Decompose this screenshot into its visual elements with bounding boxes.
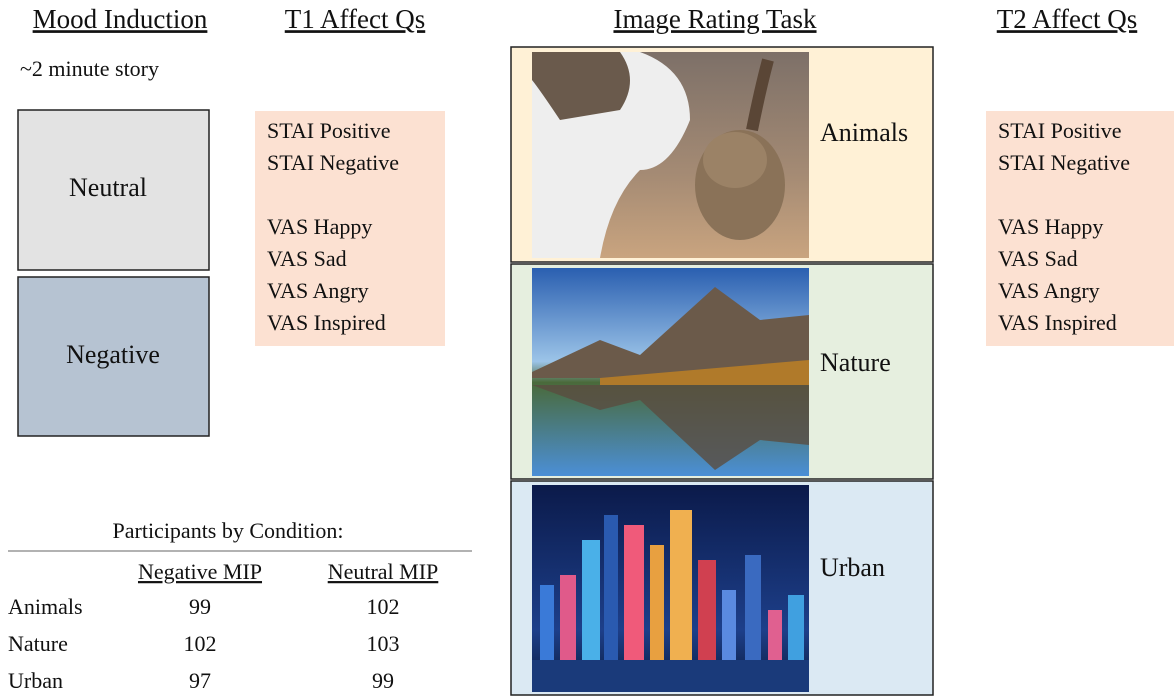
table-cell: 97	[189, 668, 211, 693]
affect-item: STAI Positive	[998, 118, 1122, 143]
category-label: Animals	[820, 118, 908, 147]
category-label: Nature	[820, 348, 891, 377]
urban-image	[532, 485, 809, 692]
affect-item: VAS Inspired	[267, 310, 386, 335]
header: T2 Affect Qs	[997, 4, 1137, 34]
affect-item: STAI Positive	[267, 118, 391, 143]
affect-item: STAI Negative	[998, 150, 1130, 175]
row-label: Nature	[8, 631, 68, 656]
table-cell: 99	[189, 594, 211, 619]
affect-item: VAS Angry	[998, 278, 1100, 303]
column-header: Negative MIP	[138, 559, 262, 584]
table-title: Participants by Condition:	[113, 518, 344, 543]
table-cell: 102	[367, 594, 400, 619]
row-label: Animals	[8, 594, 83, 619]
story-note: ~2 minute story	[20, 56, 159, 81]
header: Mood Induction	[33, 4, 208, 34]
nature-image	[532, 268, 809, 476]
row-label: Urban	[8, 668, 63, 693]
category-label: Urban	[820, 553, 885, 582]
column-header: Neutral MIP	[328, 559, 439, 584]
affect-item: VAS Angry	[267, 278, 369, 303]
table-cell: 103	[367, 631, 400, 656]
condition-label: Negative	[66, 340, 160, 369]
affect-item: VAS Happy	[998, 214, 1103, 239]
animals-image	[532, 52, 809, 258]
condition-label: Neutral	[69, 173, 147, 202]
affect-item: STAI Negative	[267, 150, 399, 175]
affect-item: VAS Inspired	[998, 310, 1117, 335]
affect-item: VAS Sad	[267, 246, 347, 271]
header: Image Rating Task	[613, 4, 817, 34]
header: T1 Affect Qs	[285, 4, 425, 34]
table-cell: 102	[184, 631, 217, 656]
affect-item: VAS Happy	[267, 214, 372, 239]
diagram: Mood Induction T1 Affect Qs Image Rating…	[0, 0, 1174, 697]
table-cell: 99	[372, 668, 394, 693]
affect-item: VAS Sad	[998, 246, 1078, 271]
